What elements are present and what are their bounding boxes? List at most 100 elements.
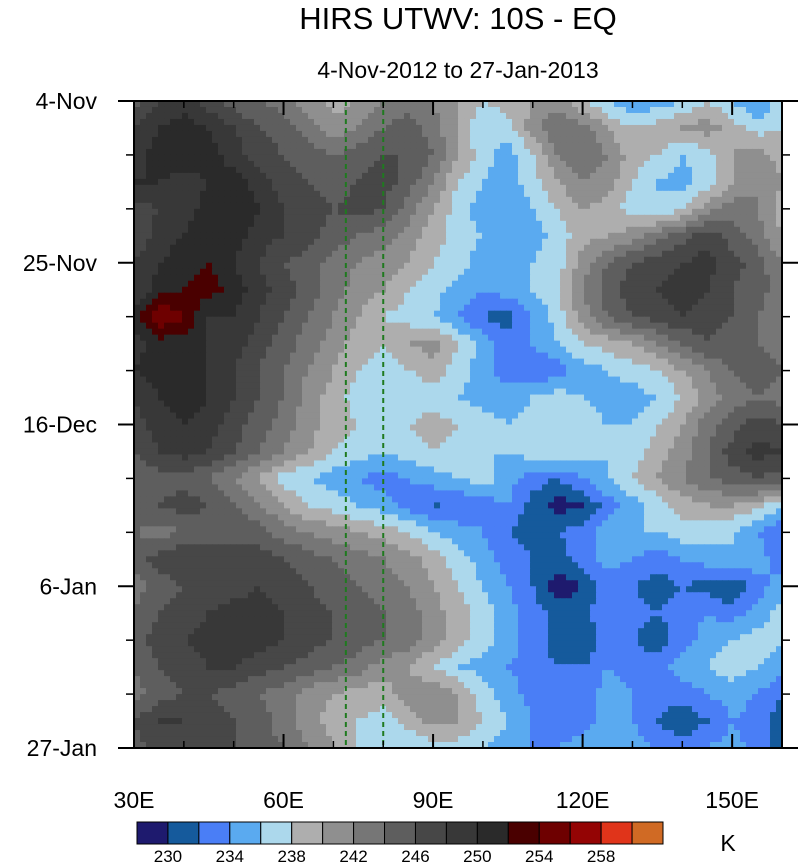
- heatmap-cell: [650, 280, 657, 288]
- heatmap-cell: [158, 286, 165, 294]
- heatmap-cell: [320, 148, 327, 156]
- heatmap-cell: [338, 298, 345, 306]
- heatmap-cell: [662, 190, 669, 198]
- heatmap-cell: [596, 172, 603, 180]
- heatmap-cell: [530, 118, 537, 126]
- heatmap-cell: [392, 202, 399, 210]
- heatmap-cell: [254, 160, 261, 168]
- heatmap-cell: [308, 148, 315, 156]
- heatmap-cell: [350, 262, 357, 270]
- heatmap-cell: [698, 178, 705, 186]
- heatmap-cell: [374, 136, 381, 144]
- heatmap-cell: [482, 262, 489, 270]
- heatmap-cell: [194, 292, 201, 300]
- heatmap-cell: [716, 238, 723, 246]
- heatmap-cell: [566, 136, 573, 144]
- heatmap-cell: [488, 202, 495, 210]
- heatmap-cell: [548, 190, 555, 198]
- heatmap-cell: [350, 178, 357, 186]
- heatmap-cell: [392, 370, 399, 378]
- heatmap-cell: [176, 370, 183, 378]
- heatmap-cell: [398, 316, 405, 324]
- heatmap-cell: [500, 172, 507, 180]
- heatmap-cell: [404, 322, 411, 330]
- heatmap-cell: [758, 310, 765, 318]
- heatmap-cell: [218, 196, 225, 204]
- heatmap-cell: [506, 112, 513, 120]
- heatmap-cell: [494, 316, 501, 324]
- heatmap-cell: [182, 184, 189, 192]
- heatmap-cell: [278, 358, 285, 366]
- heatmap-cell: [362, 142, 369, 150]
- heatmap-cell: [524, 286, 531, 294]
- heatmap-cell: [632, 106, 639, 114]
- heatmap-cell: [194, 172, 201, 180]
- heatmap-cell: [476, 322, 483, 330]
- heatmap-cell: [398, 298, 405, 306]
- heatmap-cell: [764, 220, 771, 228]
- heatmap-cell: [278, 190, 285, 198]
- heatmap-cell: [302, 280, 309, 288]
- heatmap-cell: [362, 130, 369, 138]
- heatmap-cell: [182, 352, 189, 360]
- heatmap-cell: [266, 358, 273, 366]
- heatmap-cell: [224, 160, 231, 168]
- heatmap-cell: [752, 346, 759, 354]
- heatmap-cell: [680, 310, 687, 318]
- heatmap-cell: [296, 346, 303, 354]
- heatmap-cell: [560, 154, 567, 162]
- heatmap-cell: [170, 178, 177, 186]
- heatmap-cell: [332, 118, 339, 126]
- heatmap-cell: [524, 178, 531, 186]
- heatmap-cell: [356, 298, 363, 306]
- heatmap-cell: [152, 178, 159, 186]
- heatmap-cell: [350, 148, 357, 156]
- heatmap-cell: [554, 130, 561, 138]
- heatmap-cell: [206, 226, 213, 234]
- heatmap-cell: [548, 106, 555, 114]
- heatmap-cell: [254, 178, 261, 186]
- heatmap-cell: [440, 190, 447, 198]
- heatmap-cell: [656, 232, 663, 240]
- heatmap-cell: [572, 166, 579, 174]
- heatmap-cell: [566, 142, 573, 150]
- heatmap-cell: [398, 358, 405, 366]
- heatmap-cell: [722, 370, 729, 378]
- heatmap-cell: [644, 214, 651, 222]
- heatmap-cell: [704, 268, 711, 276]
- heatmap-cell: [776, 178, 783, 186]
- heatmap-cell: [698, 148, 705, 156]
- heatmap-cell: [344, 346, 351, 354]
- heatmap-cell: [146, 184, 153, 192]
- heatmap-cell: [596, 268, 603, 276]
- heatmap-cell: [674, 352, 681, 360]
- heatmap-cell: [254, 340, 261, 348]
- heatmap-cell: [758, 274, 765, 282]
- heatmap-cell: [770, 280, 777, 288]
- heatmap-cell: [614, 334, 621, 342]
- heatmap-cell: [164, 214, 171, 222]
- heatmap-cell: [602, 322, 609, 330]
- heatmap-cell: [398, 352, 405, 360]
- heatmap-cell: [764, 298, 771, 306]
- heatmap-cell: [698, 256, 705, 264]
- heatmap-cell: [740, 112, 747, 120]
- heatmap-cell: [512, 316, 519, 324]
- heatmap-cell: [440, 154, 447, 162]
- heatmap-cell: [596, 316, 603, 324]
- plot-area: [133, 100, 783, 749]
- heatmap-cell: [602, 148, 609, 156]
- heatmap-cell: [254, 148, 261, 156]
- heatmap-cell: [320, 316, 327, 324]
- heatmap-cell: [458, 364, 465, 372]
- heatmap-cell: [308, 370, 315, 378]
- heatmap-cell: [350, 196, 357, 204]
- heatmap-cell: [440, 370, 447, 378]
- heatmap-cell: [350, 298, 357, 306]
- heatmap-cell: [404, 232, 411, 240]
- heatmap-cell: [302, 214, 309, 222]
- heatmap-cell: [704, 196, 711, 204]
- heatmap-cell: [146, 352, 153, 360]
- heatmap-cell: [362, 166, 369, 174]
- heatmap-cell: [476, 184, 483, 192]
